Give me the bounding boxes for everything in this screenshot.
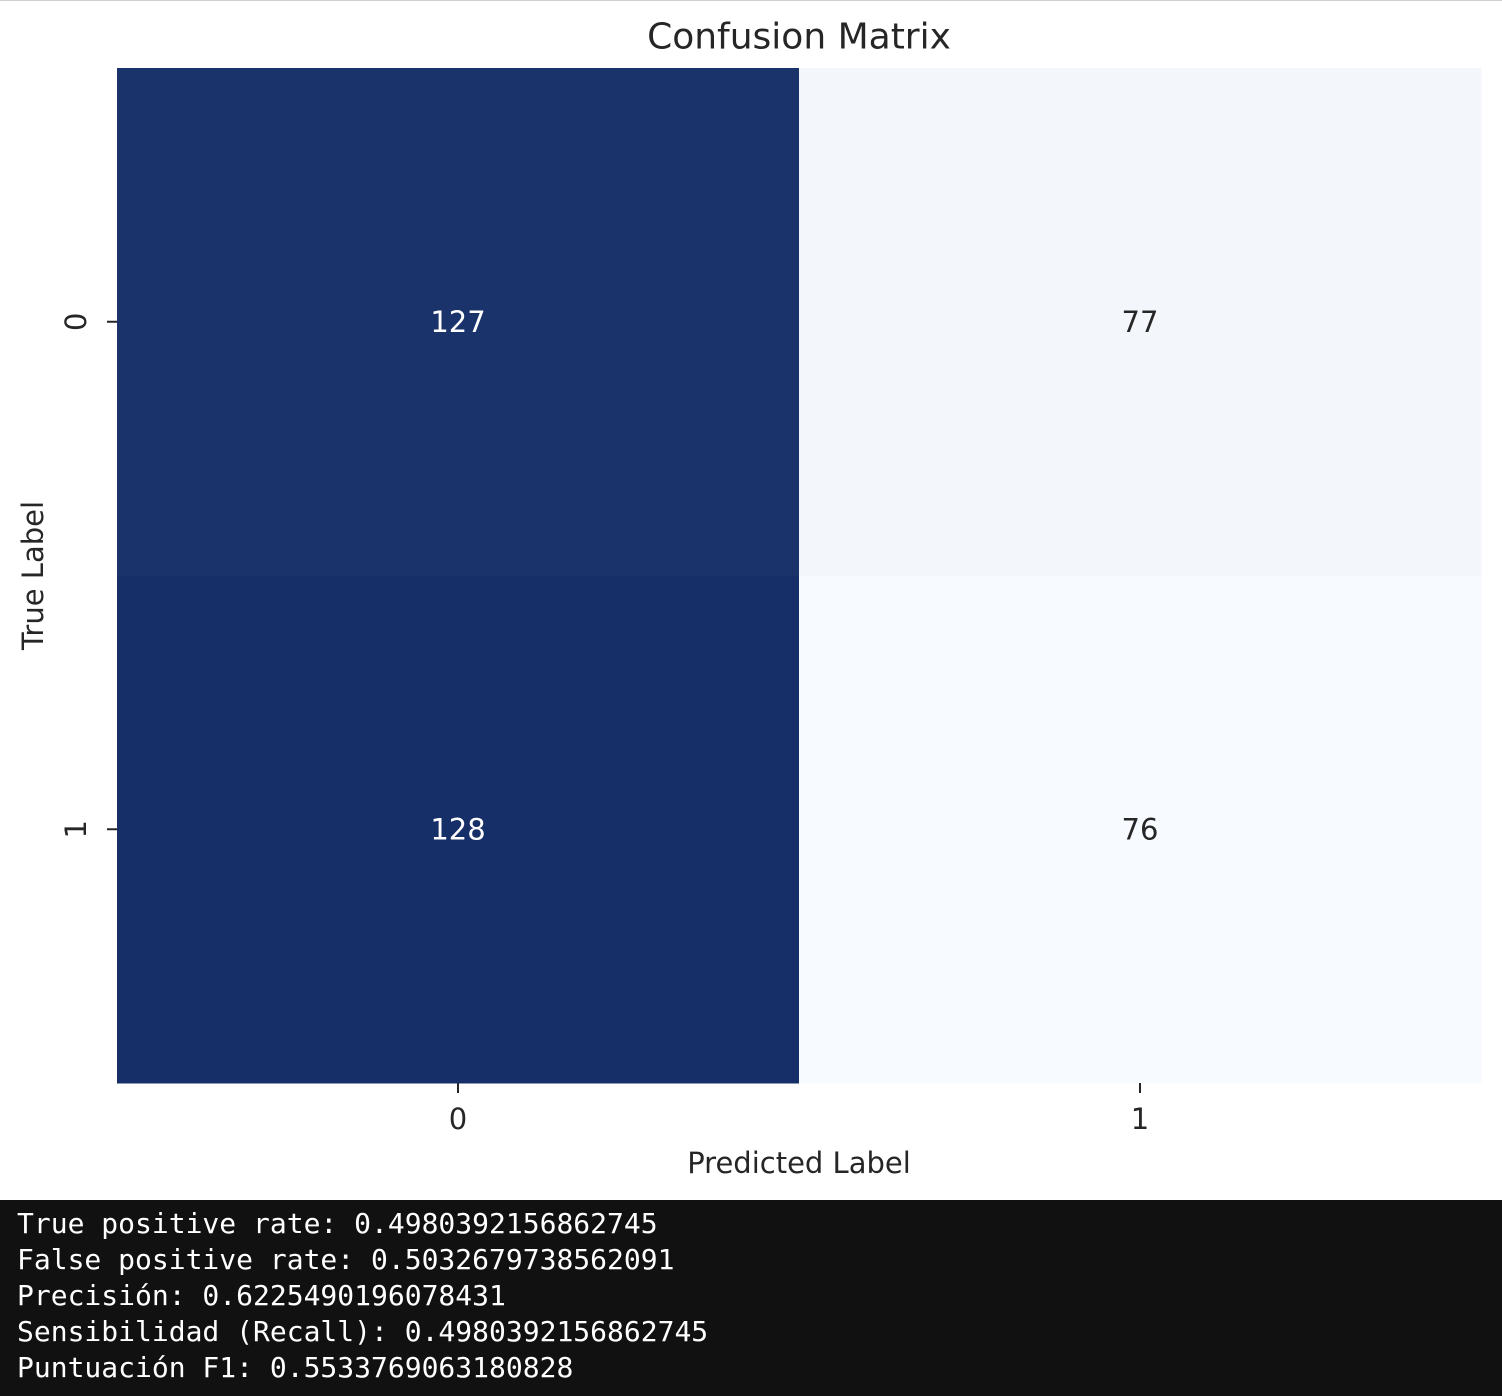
metrics-output-panel: True positive rate: 0.4980392156862745 F…	[0, 1200, 1502, 1396]
heatmap-cell	[799, 68, 1482, 576]
confusion-matrix-chart: 127 77 128 76 0 1 0 1 Confusion Matrix Predicted …	[16, 17, 1482, 1180]
cell-value-label: 128	[430, 812, 485, 846]
chart-title: Confusion Matrix	[647, 17, 951, 58]
cell-value-label: 77	[1122, 305, 1159, 339]
x-tick-label: 0	[449, 1102, 467, 1136]
y-axis-label: True Label	[16, 501, 50, 651]
y-tick-label: 0	[59, 313, 93, 331]
heatmap-cell	[117, 68, 800, 576]
output-line-recall: Sensibilidad (Recall): 0.498039215686274…	[17, 1315, 709, 1348]
x-tick-label: 1	[1131, 1102, 1149, 1136]
output-line-true-positive-rate: True positive rate: 0.4980392156862745	[17, 1207, 658, 1240]
x-axis-label: Predicted Label	[687, 1146, 911, 1180]
y-tick-label: 1	[59, 820, 93, 838]
output-line-false-positive-rate: False positive rate: 0.5032679738562091	[17, 1243, 675, 1276]
output-line-precision: Precisión: 0.6225490196078431	[17, 1279, 506, 1312]
cell-value-label: 76	[1122, 812, 1159, 846]
heatmap-cell	[117, 575, 800, 1084]
cell-value-label: 127	[430, 305, 485, 339]
output-line-f1-score: Puntuación F1: 0.5533769063180828	[17, 1351, 574, 1384]
chart-svg: 127 77 128 76 0 1 0 1 Confusion Matrix Predicted …	[16, 17, 1482, 1180]
top-divider	[0, 0, 1502, 1]
heatmap-cell	[799, 575, 1482, 1084]
